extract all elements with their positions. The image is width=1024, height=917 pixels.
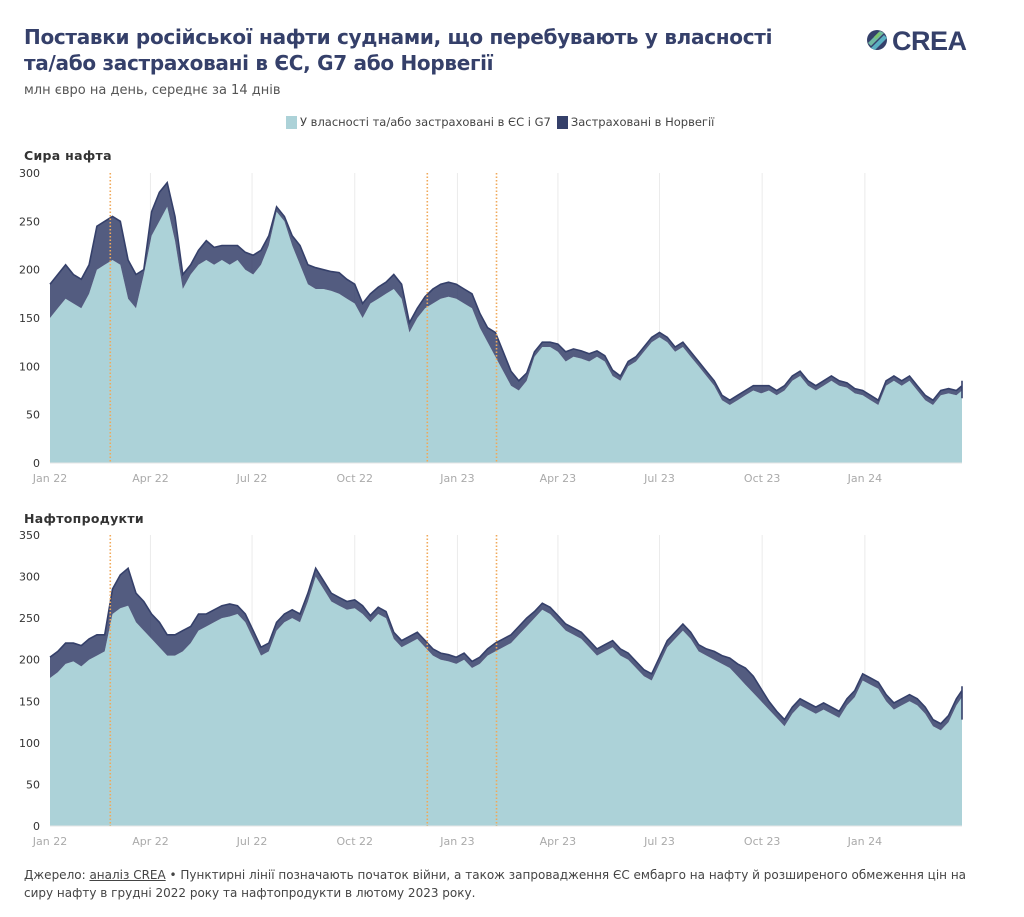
x-tick-label: Jan 23 — [439, 835, 474, 848]
x-tick-label: Jan 24 — [847, 472, 882, 485]
y-tick-label: 250 — [19, 612, 40, 625]
area-eu-g7 — [50, 576, 962, 826]
legend-swatch-norway — [556, 115, 568, 129]
x-tick-label: Jul 23 — [643, 472, 675, 485]
line-total — [49, 566, 963, 725]
x-tick-label: Oct 23 — [744, 835, 781, 848]
footer-note: • Пунктирні лінії позначають початок вій… — [24, 868, 967, 900]
crea-logo-icon — [866, 29, 888, 55]
y-tick-label: 150 — [19, 695, 40, 708]
chart-title: Поставки російської нафти суднами, що пе… — [24, 25, 773, 75]
y-tick-label: 100 — [19, 737, 40, 750]
footer: Джерело: аналіз CREA • Пунктирні лінії п… — [24, 866, 984, 902]
y-tick-label: 50 — [26, 778, 40, 791]
x-tick-label: Jan 23 — [439, 472, 474, 485]
x-tick-label: Jan 22 — [32, 835, 67, 848]
crea-logo[interactable]: CREA — [866, 26, 967, 57]
y-tick-label: 0 — [33, 457, 40, 470]
x-tick-label: Oct 22 — [336, 472, 373, 485]
crea-logo-text: CREA — [892, 26, 967, 56]
y-tick-label: 200 — [19, 264, 40, 277]
legend-label-eu-g7: У власності та/або застраховані в ЄС і G… — [300, 115, 551, 129]
chart-subtitle: млн євро на день, середнє за 14 днів — [24, 83, 281, 98]
y-tick-label: 350 — [19, 529, 40, 542]
area-eu-g7 — [50, 206, 962, 464]
source-link[interactable]: аналіз CREA — [89, 868, 166, 882]
panel-title-crude: Сира нафта — [24, 148, 112, 163]
y-tick-label: 300 — [19, 167, 40, 180]
y-tick-label: 50 — [26, 409, 40, 422]
legend: У власності та/або застраховані в ЄС і G… — [286, 115, 720, 129]
y-tick-label: 200 — [19, 654, 40, 667]
x-tick-label: Apr 23 — [540, 472, 577, 485]
x-tick-label: Apr 22 — [132, 472, 169, 485]
panel-title-products: Нафтопродукти — [24, 511, 144, 526]
x-tick-label: Apr 23 — [540, 835, 577, 848]
y-tick-label: 250 — [19, 215, 40, 228]
legend-item-norway[interactable]: Застраховані в Норвегії — [556, 115, 715, 129]
y-tick-label: 0 — [33, 820, 40, 833]
x-tick-label: Jul 23 — [643, 835, 675, 848]
legend-item-eu-g7[interactable]: У власності та/або застраховані в ЄС і G… — [286, 115, 551, 129]
y-tick-label: 300 — [19, 571, 40, 584]
legend-swatch-eu-g7 — [286, 115, 297, 129]
x-tick-label: Jan 22 — [32, 472, 67, 485]
x-tick-label: Jan 24 — [847, 835, 882, 848]
footer-source-prefix: Джерело: — [24, 868, 90, 882]
line-total — [49, 180, 963, 402]
y-tick-label: 150 — [19, 312, 40, 325]
legend-label-norway: Застраховані в Норвегії — [570, 115, 715, 129]
x-tick-label: Oct 22 — [336, 835, 373, 848]
x-tick-label: Jul 22 — [236, 835, 268, 848]
x-tick-label: Jul 22 — [236, 472, 268, 485]
y-tick-label: 100 — [19, 360, 40, 373]
x-tick-label: Apr 22 — [132, 835, 169, 848]
x-tick-label: Oct 23 — [744, 472, 781, 485]
